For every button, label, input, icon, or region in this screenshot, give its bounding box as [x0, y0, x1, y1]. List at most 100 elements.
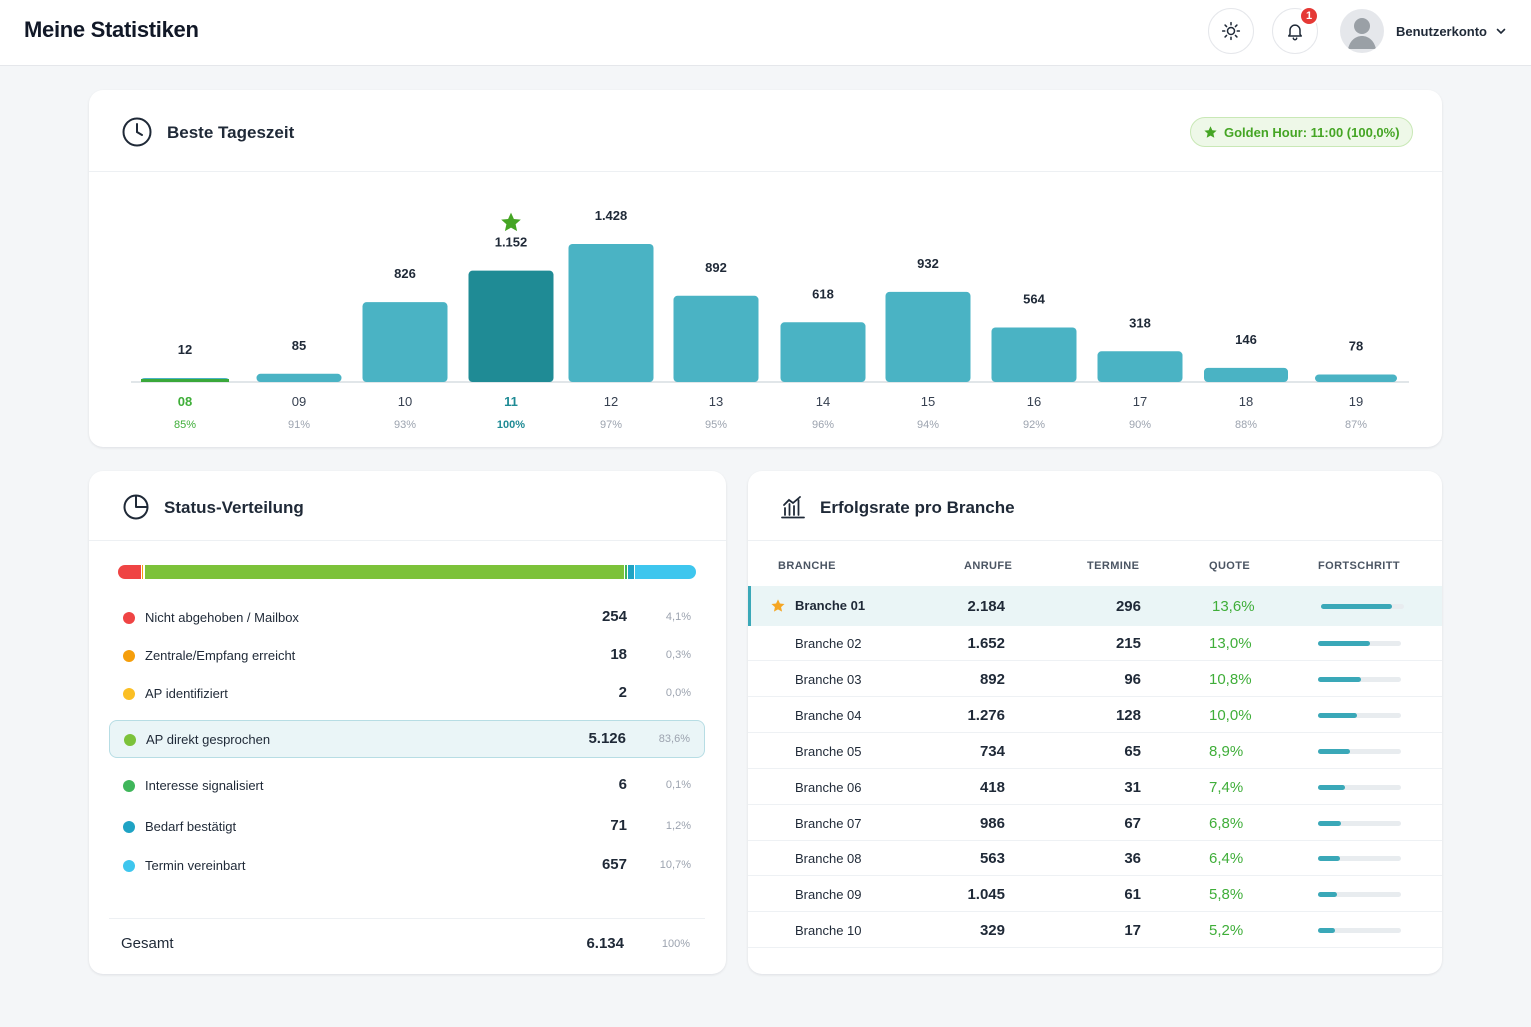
star-icon [771, 599, 785, 612]
hour-tick-label: 09 [292, 394, 306, 409]
branch-table-row[interactable]: Branche 08 563 36 6,4% [748, 840, 1442, 877]
bell-icon [1288, 24, 1302, 41]
branch-calls: 563 [979, 850, 1005, 868]
branch-appointments: 61 [1124, 886, 1141, 904]
hour-bar[interactable] [1315, 374, 1397, 382]
status-count: 5.126 [588, 730, 626, 747]
status-row[interactable]: Bedarf bestätigt 71 1,2% [109, 808, 705, 846]
status-color-dot [123, 821, 135, 833]
branch-calls: 986 [979, 814, 1005, 832]
hour-percent-label: 88% [1235, 419, 1257, 431]
hour-percent-label: 90% [1129, 419, 1151, 431]
total-count: 6.134 [586, 935, 624, 952]
bar-value-label: 618 [812, 286, 834, 301]
status-label: Zentrale/Empfang erreicht [145, 648, 296, 663]
hour-bar[interactable] [1204, 367, 1288, 382]
account-label: Benutzerkonto [1396, 23, 1487, 39]
hour-tick-label: 12 [604, 394, 618, 409]
hour-bar[interactable] [468, 270, 554, 382]
branch-quote: 8,9% [1209, 742, 1244, 760]
branch-quote: 6,8% [1209, 814, 1244, 832]
hour-percent-label: 96% [812, 419, 834, 431]
hour-tick-label: 17 [1133, 394, 1147, 409]
hour-tick-label: 16 [1027, 394, 1041, 409]
status-color-dot [124, 734, 136, 746]
branch-progress-track [1318, 712, 1401, 718]
branch-progress-track [1318, 820, 1401, 826]
column-header-quote[interactable]: QUOTE [1209, 560, 1251, 572]
status-percent: 0,0% [665, 687, 691, 699]
branch-table-row[interactable]: Branche 04 1.276 128 10,0% [748, 697, 1442, 733]
status-row[interactable]: Zentrale/Empfang erreicht 18 0,3% [109, 637, 705, 675]
divider [109, 918, 705, 919]
hour-bar[interactable] [780, 322, 866, 382]
status-count: 71 [610, 817, 627, 834]
status-bar-segment [118, 565, 142, 579]
branch-quote: 5,8% [1209, 886, 1244, 904]
branch-name: Branche 06 [795, 779, 862, 795]
status-row[interactable]: Interesse signalisiert 6 0,1% [109, 767, 705, 805]
branch-table-row[interactable]: Branche 01 2.184 296 13,6% [748, 586, 1442, 626]
branch-name: Branche 08 [795, 851, 862, 867]
golden-hour-badge: Golden Hour: 11:00 (100,0%) [1190, 117, 1413, 147]
branch-name: Branche 10 [795, 923, 862, 939]
branch-title: Erfolgsrate pro Branche [820, 498, 1015, 517]
branch-table-row[interactable]: Branche 09 1.045 61 5,8% [748, 876, 1442, 913]
hour-tick-label: 14 [816, 394, 830, 409]
account-menu[interactable]: Benutzerkonto [1340, 8, 1507, 54]
branch-quote: 10,0% [1209, 706, 1252, 724]
column-header-branche[interactable]: BRANCHE [778, 560, 836, 572]
hour-bar[interactable] [568, 244, 654, 382]
hour-bar[interactable] [362, 302, 448, 382]
hour-bar[interactable] [673, 295, 759, 382]
branch-table-row[interactable]: Branche 05 734 65 8,9% [748, 733, 1442, 769]
column-header-termine[interactable]: TERMINE [1087, 560, 1140, 572]
status-bar-segment [141, 565, 144, 579]
status-percent: 10,7% [659, 859, 691, 871]
top-bar: Meine Statistiken 1 Benutzerkonto [0, 0, 1531, 66]
branch-appointments: 31 [1124, 778, 1141, 796]
hour-bar[interactable] [256, 373, 342, 382]
status-count: 18 [610, 646, 627, 663]
status-label: AP identifiziert [145, 686, 228, 701]
bar-value-label: 1.428 [595, 208, 628, 223]
status-row[interactable]: AP direkt gesprochen 5.126 83,6% [109, 720, 705, 758]
status-header: Status-Verteilung [89, 471, 726, 541]
star-icon [1204, 125, 1217, 138]
column-header-anrufe[interactable]: ANRUFE [964, 560, 1013, 572]
branch-progress-fill [1318, 856, 1340, 862]
hour-bar[interactable] [991, 327, 1077, 382]
branch-table-row[interactable]: Branche 03 892 96 10,8% [748, 661, 1442, 697]
hour-tick-label: 19 [1349, 394, 1363, 409]
status-percent: 83,6% [658, 733, 690, 745]
bar-value-label: 1.152 [495, 235, 528, 250]
status-count: 657 [601, 856, 627, 873]
hour-tick-label: 13 [709, 394, 723, 409]
status-bar-segment [634, 565, 696, 579]
status-count: 2 [618, 684, 627, 701]
theme-toggle-button[interactable] [1208, 8, 1254, 54]
status-row[interactable]: Termin vereinbart 657 10,7% [109, 847, 705, 885]
page-title: Meine Statistiken [24, 17, 199, 42]
column-header-fortschritt[interactable]: FORTSCHRITT [1318, 560, 1401, 572]
branch-table-row[interactable]: Branche 06 418 31 7,4% [748, 769, 1442, 805]
branch-appointments: 96 [1124, 670, 1141, 688]
status-percent: 1,2% [665, 820, 691, 832]
branch-progress-fill [1318, 784, 1345, 790]
status-color-dot [123, 612, 135, 624]
branch-progress-track [1318, 928, 1401, 934]
branch-table-row[interactable]: Branche 07 986 67 6,8% [748, 805, 1442, 841]
branch-table-row[interactable]: Branche 10 329 17 5,2% [748, 912, 1442, 949]
branch-progress-fill [1321, 604, 1392, 609]
branch-progress-fill [1318, 748, 1350, 754]
bar-value-label: 78 [1349, 338, 1363, 353]
branch-table-row[interactable]: Branche 02 1.652 215 13,0% [748, 625, 1442, 661]
status-percent: 0,3% [665, 649, 691, 661]
branch-appointments: 17 [1124, 922, 1141, 940]
branch-success-card: Erfolgsrate pro Branche BRANCHE ANRUFE T… [748, 471, 1442, 974]
hour-bar[interactable] [1097, 351, 1183, 382]
status-row[interactable]: AP identifiziert 2 0,0% [109, 675, 705, 713]
branch-calls: 1.276 [967, 706, 1005, 724]
status-row[interactable]: Nicht abgehoben / Mailbox 254 4,1% [109, 599, 705, 637]
hour-bar[interactable] [885, 291, 971, 382]
